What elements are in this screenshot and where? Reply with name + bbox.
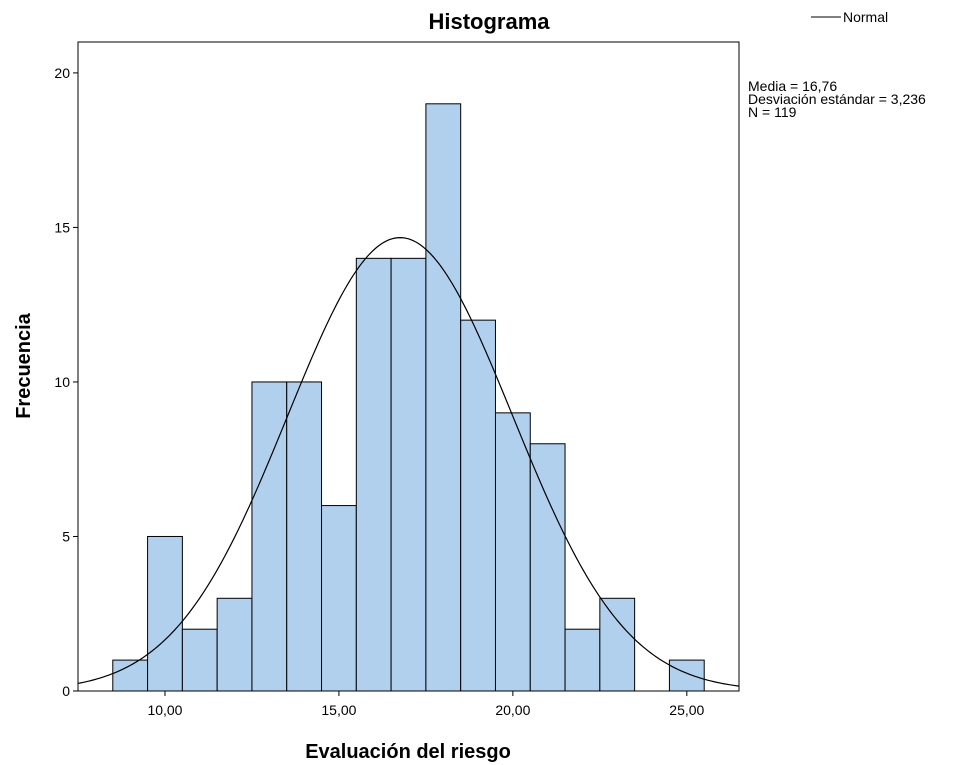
legend-normal-label: Normal — [843, 9, 888, 25]
histogram-bar — [599, 597, 636, 692]
histogram-bar — [425, 103, 462, 692]
histogram-bar — [494, 412, 531, 692]
histogram-bar — [390, 257, 427, 692]
histogram-bar — [529, 443, 566, 692]
x-axis: 10,00 15,00 20,00 25,00 — [147, 691, 705, 718]
x-tick-label: 10,00 — [147, 702, 182, 718]
x-tick-label: 20,00 — [495, 702, 530, 718]
histogram-bar — [216, 597, 253, 692]
stat-n: N = 119 — [748, 104, 797, 120]
y-tick-label: 5 — [62, 528, 70, 544]
y-tick-label: 20 — [54, 65, 70, 81]
histogram-bar — [460, 319, 496, 692]
histogram-bar — [321, 505, 357, 692]
x-axis-label: Evaluación del riesgo — [305, 741, 511, 763]
chart-title: Histograma — [428, 9, 550, 34]
histogram-bar — [112, 659, 149, 692]
bars-group — [112, 103, 705, 692]
histogram-bar — [251, 381, 288, 692]
x-tick-label: 15,00 — [321, 702, 356, 718]
histogram-bar — [355, 257, 392, 692]
histogram-bar — [181, 628, 218, 692]
histogram-bar — [286, 381, 323, 692]
y-axis-label: Frecuencia — [13, 312, 35, 418]
stat-sd: Desviación estándar = 3,236 — [748, 91, 926, 107]
legend: Normal — [811, 9, 888, 25]
stat-mean: Media = 16,76 — [748, 78, 837, 94]
y-tick-label: 10 — [54, 374, 70, 390]
normal-curve — [77, 237, 740, 687]
histogram-bar — [564, 628, 601, 692]
histogram-bar — [668, 659, 705, 692]
histogram-bar — [147, 535, 183, 692]
x-tick-label: 25,00 — [669, 702, 704, 718]
stats-block: Media = 16,76 Desviación estándar = 3,23… — [748, 78, 926, 120]
y-axis: 0 5 10 15 20 — [54, 65, 78, 699]
y-tick-label: 15 — [54, 219, 70, 235]
y-tick-label: 0 — [62, 683, 70, 699]
